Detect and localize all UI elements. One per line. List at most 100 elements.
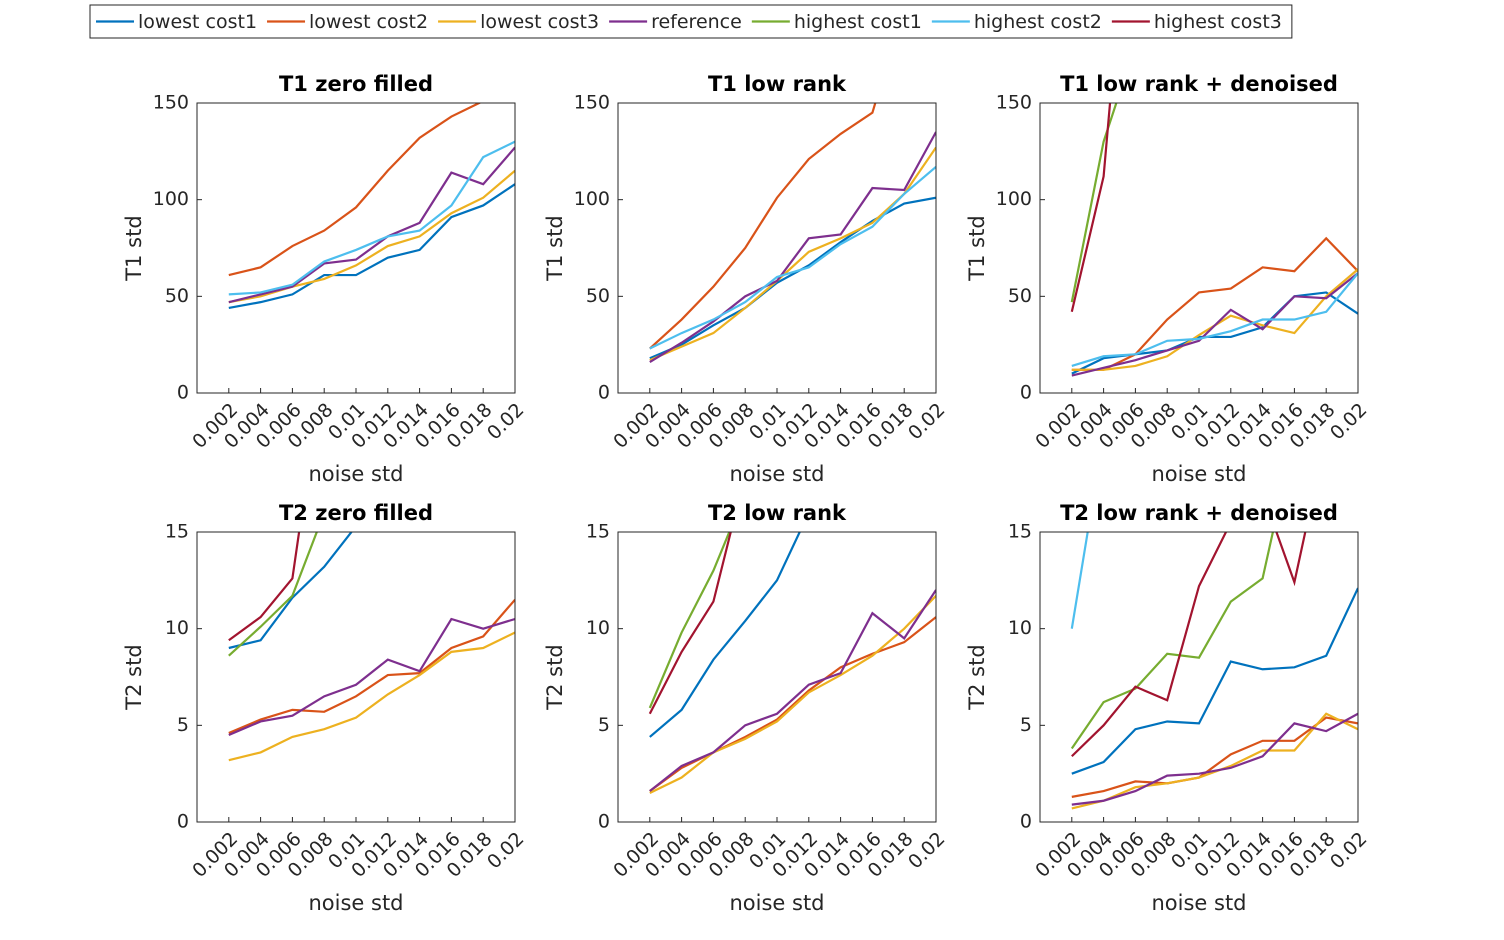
- y-tick-label: 15: [1008, 521, 1032, 543]
- y-tick-label: 150: [574, 92, 610, 114]
- x-axis-label: noise std: [729, 891, 824, 915]
- x-axis-label: noise std: [308, 891, 403, 915]
- subplot: 0501001500.0020.0040.0060.0080.010.0120.…: [965, 72, 1371, 486]
- y-tick-label: 15: [586, 521, 610, 543]
- series-line: [1071, 272, 1358, 367]
- y-tick-label: 10: [1008, 617, 1032, 639]
- y-tick-label: 100: [574, 188, 610, 210]
- axes-box: [196, 531, 516, 823]
- subplot-title: T1 low rank + denoised: [1060, 72, 1338, 96]
- series-line: [228, 103, 482, 277]
- y-tick-label: 10: [165, 617, 189, 639]
- axes-box: [1039, 102, 1359, 394]
- legend-label: lowest cost3: [480, 11, 599, 33]
- y-axis-label: T2 std: [543, 644, 567, 710]
- y-tick-label: 0: [177, 382, 189, 404]
- y-axis-label: T2 std: [122, 644, 146, 710]
- series-line: [649, 595, 936, 794]
- legend-label: lowest cost1: [138, 11, 257, 33]
- y-axis-label: T1 std: [122, 215, 146, 281]
- series-line: [649, 146, 936, 362]
- plot-area: [197, 532, 515, 822]
- plot-area: [618, 103, 936, 393]
- series-line: [228, 183, 515, 310]
- x-tick-label: 0.02: [483, 828, 528, 873]
- series-line: [1070, 532, 1275, 750]
- legend-label: lowest cost2: [309, 11, 428, 33]
- y-tick-label: 5: [598, 714, 610, 736]
- lines: [648, 532, 936, 794]
- series-line: [228, 140, 515, 296]
- series-line: [1071, 716, 1358, 798]
- x-tick-label: 0.02: [904, 399, 949, 444]
- x-tick-label: 0.02: [904, 828, 949, 873]
- series-line: [649, 165, 936, 350]
- series-line: [649, 196, 936, 360]
- x-axis-label: noise std: [729, 462, 824, 486]
- y-tick-label: 150: [996, 92, 1032, 114]
- series-line: [228, 532, 318, 657]
- y-tick-label: 0: [177, 811, 189, 833]
- series-line: [649, 589, 936, 792]
- subplot-title: T2 low rank + denoised: [1060, 501, 1338, 525]
- plot-area: [1040, 103, 1358, 393]
- subplot-title: T2 zero filled: [279, 501, 433, 525]
- series-line: [1071, 532, 1307, 758]
- axes-box: [617, 102, 937, 394]
- legend-label: highest cost1: [794, 11, 922, 33]
- subplot-title: T2 low rank: [708, 501, 847, 525]
- series-line: [649, 532, 801, 738]
- y-tick-label: 5: [1020, 714, 1032, 736]
- axes-box: [196, 102, 516, 394]
- x-tick-label: 0.02: [1326, 828, 1371, 873]
- y-tick-label: 100: [996, 188, 1032, 210]
- series-line: [228, 146, 515, 304]
- x-axis-label: noise std: [308, 462, 403, 486]
- series-line: [649, 103, 877, 350]
- y-axis-label: T2 std: [965, 644, 989, 710]
- series-line: [228, 617, 515, 737]
- y-tick-label: 0: [1020, 811, 1032, 833]
- lines: [1070, 103, 1358, 377]
- y-axis-label: T1 std: [543, 215, 567, 281]
- series-line: [1071, 587, 1358, 775]
- y-tick-label: 0: [598, 811, 610, 833]
- x-axis-label: noise std: [1151, 891, 1246, 915]
- lines: [649, 103, 936, 364]
- series-line: [1071, 712, 1358, 806]
- legend-label: highest cost2: [974, 11, 1102, 33]
- series-line: [228, 598, 515, 735]
- x-tick-label: 0.02: [483, 399, 528, 444]
- subplot: 0501001500.0020.0040.0060.0080.010.0120.…: [543, 72, 949, 486]
- plot-area: [197, 103, 515, 393]
- y-tick-label: 0: [1020, 382, 1032, 404]
- y-tick-label: 100: [153, 188, 189, 210]
- y-tick-label: 0: [598, 382, 610, 404]
- lines: [228, 103, 515, 310]
- axes-box: [617, 531, 937, 823]
- y-tick-label: 150: [153, 92, 189, 114]
- subplot: 0510150.0020.0040.0060.0080.010.0120.014…: [543, 501, 949, 915]
- y-axis-label: T1 std: [965, 215, 989, 281]
- subplot: 0501001500.0020.0040.0060.0080.010.0120.…: [122, 72, 528, 486]
- subplot-title: T1 zero filled: [279, 72, 433, 96]
- series-line: [228, 532, 301, 642]
- legend-label: reference: [651, 11, 742, 33]
- series-line: [648, 532, 732, 715]
- legend-label: highest cost3: [1154, 11, 1282, 33]
- series-line: [1071, 236, 1358, 371]
- y-tick-label: 5: [177, 714, 189, 736]
- subplot-title: T1 low rank: [708, 72, 847, 96]
- series-line: [648, 532, 731, 709]
- y-tick-label: 15: [165, 521, 189, 543]
- x-axis-label: noise std: [1151, 462, 1246, 486]
- series-line: [228, 532, 353, 650]
- y-tick-label: 50: [165, 285, 189, 307]
- series-line: [1071, 272, 1358, 377]
- lines: [228, 532, 515, 762]
- x-tick-label: 0.02: [1326, 399, 1371, 444]
- y-tick-label: 10: [586, 617, 610, 639]
- y-tick-label: 50: [1008, 285, 1032, 307]
- y-tick-label: 50: [586, 285, 610, 307]
